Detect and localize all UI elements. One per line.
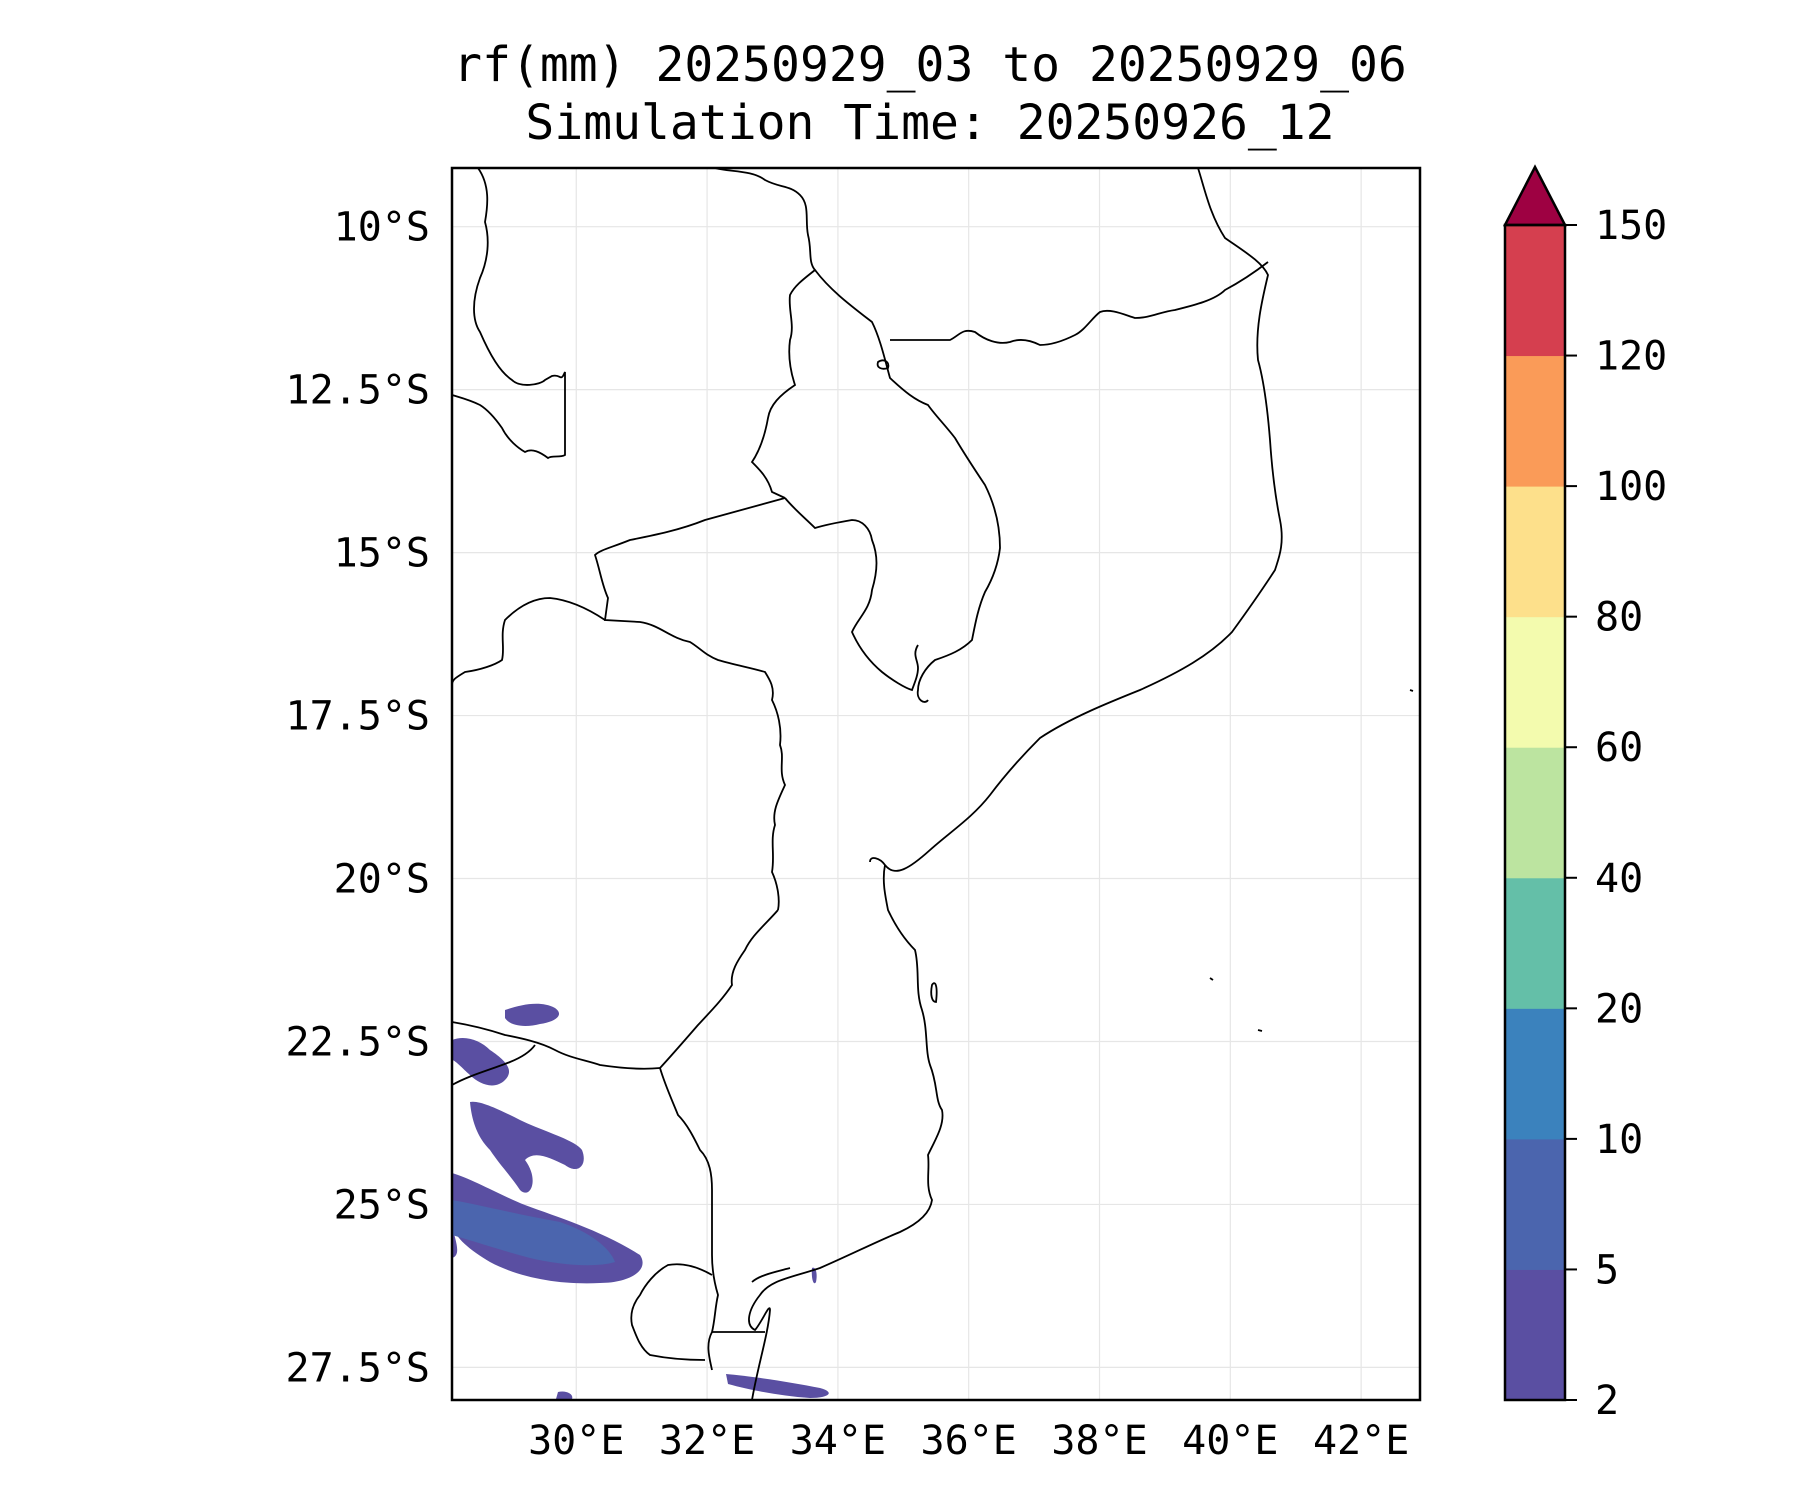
lon-tick-label: 34°E: [790, 1418, 886, 1464]
rain-patch-south: [726, 1374, 829, 1398]
colorbar-segment: [1505, 1008, 1565, 1140]
island-dot-2: [1409, 689, 1414, 692]
colorbar: 2 5 10 20 40 60 80 100 120 150: [1502, 164, 1667, 1424]
colorbar-segment: [1505, 616, 1565, 748]
island-small-2: [930, 982, 938, 1003]
map-title: rf(mm) 20250929_03 to 20250929_06 Simula…: [380, 36, 1480, 152]
lat-tick-label: 27.5°S: [286, 1345, 431, 1391]
lat-tick-label: 17.5°S: [286, 694, 431, 740]
border-zimbabwe-south-africa: [451, 1021, 661, 1070]
island-small-1: [876, 359, 890, 370]
colorbar-tick-label: 120: [1595, 334, 1667, 380]
coastline-mozambique-south: [748, 864, 944, 1401]
border-south-africa-mozambique: [659, 1067, 719, 1371]
colorbar-extend-arrow: [1502, 164, 1568, 227]
title-line-2: Simulation Time: 20250926_12: [525, 95, 1335, 151]
axis-tick-labels: 10°S 12.5°S 15°S 17.5°S 20°S 22.5°S 25°S 27.5°S…: [286, 205, 1410, 1464]
colorbar-tick-label: 2: [1595, 1378, 1619, 1424]
colorbar-segment: [1505, 747, 1565, 879]
colorbar-segment: [1505, 225, 1565, 357]
lat-tick-label: 22.5°S: [286, 1019, 431, 1065]
lon-tick-label: 36°E: [921, 1418, 1017, 1464]
lon-tick-label: 40°E: [1182, 1418, 1278, 1464]
border-malawi-lake-west: [784, 497, 919, 692]
lat-tick-label: 12.5°S: [286, 368, 431, 414]
colorbar-tick-label: 20: [1595, 986, 1643, 1032]
lat-tick-label: 15°S: [334, 531, 430, 577]
rain-patch-small: [811, 1267, 817, 1284]
colorbar-tick-label: 150: [1595, 203, 1667, 249]
rain-patch-edge: [556, 1391, 573, 1399]
lat-tick-label: 10°S: [334, 205, 430, 251]
colorbar-frame: [1503, 223, 1567, 1402]
lon-tick-label: 42°E: [1313, 1418, 1409, 1464]
lat-tick-label: 25°S: [334, 1182, 430, 1228]
colorbar-segment: [1505, 486, 1565, 618]
coastline-bay: [751, 1267, 791, 1283]
coastlines-and-borders: [451, 167, 1414, 1401]
colorbar-segment: [1505, 1269, 1565, 1401]
rain-patch-southwest-core: [452, 1200, 615, 1266]
colorbar-segment: [1505, 877, 1565, 1009]
map-frame: [450, 166, 1422, 1402]
border-zimbabwe-mozambique: [659, 909, 779, 1069]
rain-patch-band: [470, 1101, 584, 1193]
island-dot-3: [1209, 977, 1214, 981]
border-zambia-tanzania-malawi: [714, 167, 817, 499]
colorbar-tick-label: 10: [1595, 1117, 1643, 1163]
colorbar-segment: [1505, 1138, 1565, 1270]
border-zambia-mozambique: [593, 497, 786, 911]
border-botswana: [451, 1044, 536, 1086]
title-line-1: rf(mm) 20250929_03 to 20250929_06: [453, 37, 1407, 93]
border-malawi-east: [814, 269, 1001, 703]
colorbar-tick-label: 40: [1595, 856, 1643, 902]
lat-tick-label: 20°S: [334, 857, 430, 903]
lon-tick-label: 32°E: [659, 1418, 755, 1464]
border-eswatini: [630, 1263, 713, 1361]
lon-tick-label: 30°E: [528, 1418, 624, 1464]
coastline-east-africa: [869, 167, 1283, 872]
rain-patch-west: [452, 1038, 510, 1086]
border-drc-zambia: [451, 167, 566, 460]
island-dot-1: [1257, 1029, 1263, 1032]
gridlines: [452, 168, 1420, 1400]
lon-tick-label: 38°E: [1051, 1418, 1147, 1464]
rainfall-shading: [452, 1003, 829, 1399]
rain-patch-north: [505, 1003, 560, 1026]
colorbar-segment: [1505, 355, 1565, 487]
colorbar-tick-label: 100: [1595, 464, 1667, 510]
colorbar-tick-label: 5: [1595, 1247, 1619, 1293]
border-mozambique-tanzania: [890, 261, 1269, 346]
colorbar-tick-label: 60: [1595, 725, 1643, 771]
colorbar-tick-label: 80: [1595, 595, 1643, 641]
border-zambia-zimbabwe: [451, 597, 606, 686]
